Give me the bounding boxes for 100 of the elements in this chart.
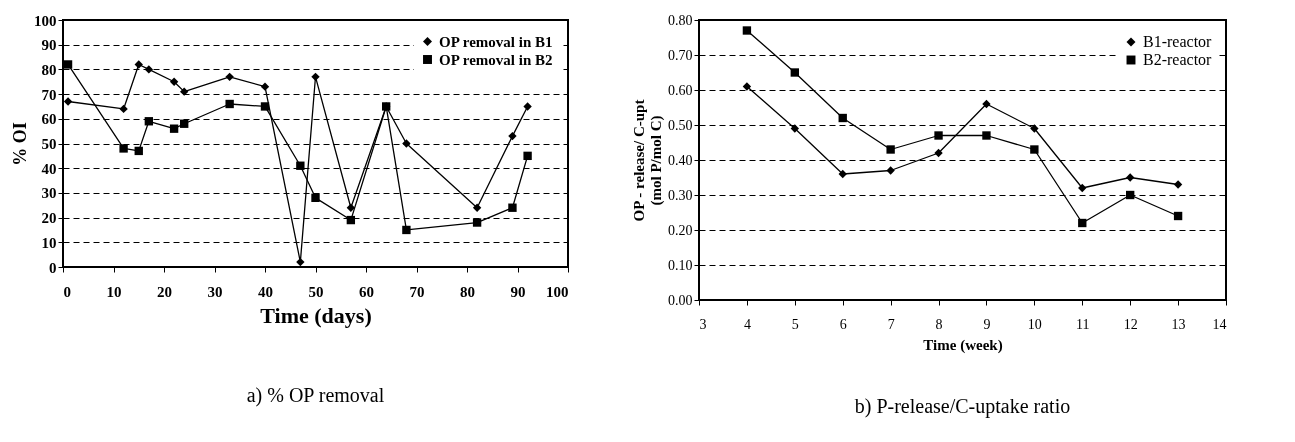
point <box>472 218 482 227</box>
y-tick-label: 0.20 <box>668 222 693 238</box>
point <box>119 144 128 153</box>
point <box>225 72 234 81</box>
y-tick-label: 60 <box>41 111 57 128</box>
y-tick-label: 40 <box>41 160 57 177</box>
point <box>144 117 154 126</box>
point <box>134 146 143 156</box>
point <box>1173 211 1183 221</box>
point <box>1078 218 1087 228</box>
y-tick-label: 0.80 <box>668 12 693 28</box>
point <box>311 193 320 203</box>
text: b) P-release/C-uptake ratio <box>854 395 1071 418</box>
x-tick-label: 60 <box>359 283 374 300</box>
x-tick-label: 14 <box>1212 316 1227 332</box>
y-tick-label: 80 <box>41 61 57 78</box>
y-tick-label: 0 <box>49 259 57 276</box>
point <box>742 26 752 35</box>
point <box>472 203 482 212</box>
point <box>982 131 991 140</box>
point <box>119 104 128 114</box>
x-tick-label: 30 <box>207 283 223 300</box>
y-axis-title: % OI <box>10 122 30 166</box>
legend-label: OP removal in B1 <box>439 33 553 50</box>
x-tick-label: 8 <box>935 316 943 332</box>
x-tick-label: 6 <box>839 316 847 332</box>
y-tick-label: 30 <box>41 185 57 202</box>
legend-label: B2-reactor <box>1143 51 1213 68</box>
point <box>982 99 991 109</box>
x-tick-label: 11 <box>1076 316 1090 332</box>
y-tick-label: 0.70 <box>668 47 693 63</box>
point <box>838 169 847 179</box>
point <box>1030 124 1039 133</box>
point <box>1126 173 1135 182</box>
y-tick-label: 100 <box>34 12 57 29</box>
x-axis-title: Time (week) <box>923 336 1003 354</box>
x-tick-label: 100 <box>546 283 569 300</box>
x-tick-label: 40 <box>258 283 273 300</box>
x-axis-title: Time (days) <box>260 302 372 328</box>
x-tick-label: 12 <box>1123 316 1138 332</box>
point <box>382 102 391 111</box>
x-tick-label: 10 <box>106 283 122 300</box>
x-tick-label: 9 <box>983 316 991 332</box>
x-tick-label: 50 <box>308 283 324 300</box>
point <box>144 65 154 74</box>
point <box>296 161 305 170</box>
point <box>508 203 517 212</box>
point <box>311 72 320 81</box>
y-tick-label: 0.10 <box>668 257 693 273</box>
point <box>790 68 799 77</box>
point <box>934 148 943 158</box>
text: a) % OP removal <box>246 384 385 407</box>
x-tick-label: 10 <box>1027 316 1042 332</box>
x-tick-label: 80 <box>460 283 475 300</box>
point <box>1078 183 1087 193</box>
legend-label: B1-reactor <box>1143 33 1213 50</box>
point <box>225 99 234 109</box>
y-tick-label: 20 <box>41 210 57 227</box>
y-tick-label: 50 <box>41 136 57 152</box>
x-tick-label: 5 <box>791 316 799 332</box>
point <box>180 119 189 128</box>
y-tick-label: 0.60 <box>668 82 693 98</box>
point <box>296 257 305 267</box>
point <box>260 102 270 111</box>
x-tick-label: 3 <box>699 316 707 332</box>
point <box>134 60 143 69</box>
legend-label: OP removal in B2 <box>439 51 553 68</box>
point <box>886 145 895 154</box>
point <box>346 203 356 212</box>
point <box>169 124 179 133</box>
point <box>260 82 270 91</box>
y-tick-label: 10 <box>41 234 57 251</box>
x-tick-label: 0 <box>63 283 71 300</box>
x-tick-label: 7 <box>887 316 895 332</box>
y-tick-label: 0.30 <box>668 187 693 203</box>
point <box>346 215 356 225</box>
point <box>1173 180 1183 189</box>
y-tick-label: 0.40 <box>668 152 693 168</box>
y-tick-label: 0.50 <box>668 117 693 133</box>
point <box>1030 145 1039 154</box>
point <box>838 113 847 123</box>
y-axis-title: OP - release/ C-upt (mol P/mol C) <box>631 99 665 222</box>
point <box>1126 190 1135 200</box>
point <box>523 102 532 111</box>
y-tick-label: 90 <box>41 37 57 54</box>
x-tick-label: 4 <box>743 316 751 332</box>
point <box>742 82 752 91</box>
x-tick-label: 70 <box>409 283 425 300</box>
point <box>63 60 73 69</box>
point <box>402 139 411 148</box>
point <box>63 97 73 106</box>
point <box>886 166 895 175</box>
point <box>508 131 517 141</box>
point <box>934 131 943 140</box>
y-tick-label: 0.00 <box>668 292 693 308</box>
point <box>180 87 189 96</box>
x-tick-label: 90 <box>510 283 526 300</box>
point <box>402 225 411 235</box>
point <box>523 151 532 161</box>
point <box>169 77 179 86</box>
